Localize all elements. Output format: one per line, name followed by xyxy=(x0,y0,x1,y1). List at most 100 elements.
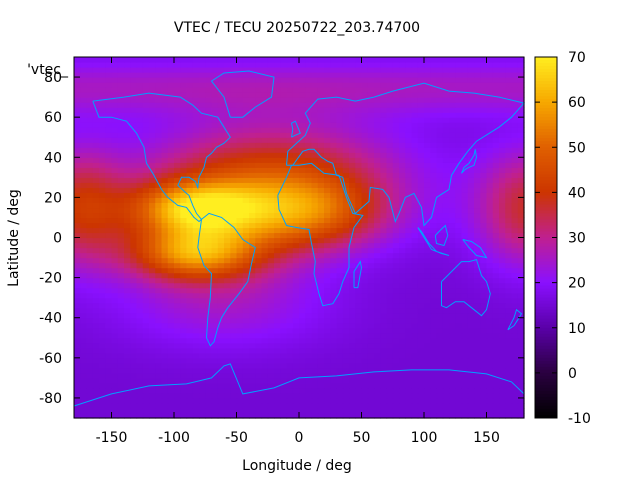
heatmap-cell xyxy=(374,342,381,349)
heatmap-cell xyxy=(230,87,238,93)
heatmap-cell xyxy=(417,357,425,364)
heatmap-cell xyxy=(142,247,150,254)
heatmap-cell xyxy=(367,187,375,193)
heatmap-cell xyxy=(436,312,444,319)
heatmap-cell xyxy=(174,232,181,239)
heatmap-cell xyxy=(167,392,175,399)
heatmap-cell xyxy=(392,247,400,254)
heatmap-cell xyxy=(186,132,194,138)
heatmap-cell xyxy=(430,117,438,123)
heatmap-cell xyxy=(217,207,225,214)
heatmap-cell xyxy=(130,352,138,359)
heatmap-cell xyxy=(442,342,450,349)
heatmap-cell xyxy=(292,387,300,394)
heatmap-cell xyxy=(217,302,225,309)
heatmap-cell xyxy=(155,152,163,158)
heatmap-cell xyxy=(411,347,419,354)
heatmap-cell xyxy=(505,297,513,304)
heatmap-cell xyxy=(499,407,506,414)
heatmap-cell xyxy=(149,77,156,83)
heatmap-cell xyxy=(255,72,263,78)
heatmap-cell xyxy=(161,142,169,148)
heatmap-cell xyxy=(367,307,375,314)
heatmap-cell xyxy=(349,102,356,108)
heatmap-cell xyxy=(180,377,188,384)
heatmap-cell xyxy=(342,207,350,214)
heatmap-cell xyxy=(105,322,113,329)
heatmap-cell xyxy=(236,342,244,349)
heatmap-cell xyxy=(417,237,425,244)
heatmap-cell xyxy=(374,367,381,374)
heatmap-cell xyxy=(242,342,250,349)
heatmap-cell xyxy=(380,377,388,384)
heatmap-cell xyxy=(355,162,363,168)
heatmap-cell xyxy=(74,332,81,339)
heatmap-cell xyxy=(192,352,200,359)
heatmap-cell xyxy=(361,142,369,148)
heatmap-cell xyxy=(461,247,469,254)
heatmap-cell xyxy=(249,297,256,304)
heatmap-cell xyxy=(449,257,456,264)
heatmap-cell xyxy=(330,77,338,83)
heatmap-cell xyxy=(286,192,294,198)
heatmap-cell xyxy=(449,372,456,379)
heatmap-cell xyxy=(130,72,138,78)
heatmap-cell xyxy=(336,352,344,359)
heatmap-cell xyxy=(274,152,281,158)
heatmap-cell xyxy=(242,367,250,374)
heatmap-cell xyxy=(224,362,231,369)
heatmap-cell xyxy=(486,137,494,143)
heatmap-cell xyxy=(380,322,388,329)
heatmap-cell xyxy=(367,317,375,324)
heatmap-cell xyxy=(167,147,175,153)
heatmap-cell xyxy=(205,167,213,173)
heatmap-cell xyxy=(355,402,363,409)
heatmap-cell xyxy=(374,212,381,219)
heatmap-cell xyxy=(267,157,275,163)
heatmap-cell xyxy=(230,132,238,138)
heatmap-cell xyxy=(236,82,244,88)
heatmap-cell xyxy=(517,152,525,158)
heatmap-cell xyxy=(280,377,288,384)
heatmap-cell xyxy=(424,322,431,329)
heatmap-cell xyxy=(242,147,250,153)
heatmap-cell xyxy=(167,122,175,128)
heatmap-cell xyxy=(199,82,206,88)
heatmap-cell xyxy=(230,77,238,83)
heatmap-cell xyxy=(324,182,331,188)
heatmap-cell xyxy=(205,257,213,264)
heatmap-cell xyxy=(305,132,313,138)
heatmap-cell xyxy=(349,177,356,183)
heatmap-cell xyxy=(99,317,106,324)
heatmap-cell xyxy=(280,82,288,88)
heatmap-cell xyxy=(486,182,494,188)
heatmap-cell xyxy=(267,237,275,244)
heatmap-cell xyxy=(317,277,325,284)
heatmap-cell xyxy=(374,237,381,244)
heatmap-cell xyxy=(424,127,431,133)
heatmap-cell xyxy=(255,92,263,98)
heatmap-cell xyxy=(211,242,219,249)
heatmap-cell xyxy=(474,222,481,229)
heatmap-cell xyxy=(211,177,219,183)
heatmap-cell xyxy=(205,77,213,83)
heatmap-cell xyxy=(255,187,263,193)
heatmap-cell xyxy=(167,157,175,163)
heatmap-cell xyxy=(374,182,381,188)
heatmap-cell xyxy=(499,272,506,279)
heatmap-cell xyxy=(317,317,325,324)
heatmap-cell xyxy=(111,172,119,178)
heatmap-cell xyxy=(299,172,306,178)
heatmap-cell xyxy=(467,82,475,88)
heatmap-cell xyxy=(167,357,175,364)
heatmap-cell xyxy=(255,157,263,163)
heatmap-cell xyxy=(274,357,281,364)
heatmap-cell xyxy=(242,317,250,324)
heatmap-cell xyxy=(130,232,138,239)
heatmap-cell xyxy=(311,177,319,183)
heatmap-cell xyxy=(142,182,150,188)
heatmap-cell xyxy=(105,157,113,163)
heatmap-cell xyxy=(505,157,513,163)
heatmap-cell xyxy=(349,352,356,359)
heatmap-cell xyxy=(480,167,488,173)
